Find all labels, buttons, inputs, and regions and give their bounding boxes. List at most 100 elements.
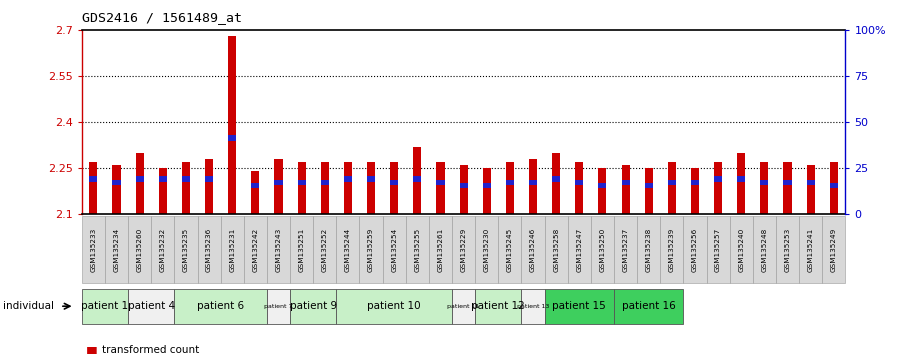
Text: patient 12: patient 12 xyxy=(472,301,525,311)
Text: GSM135256: GSM135256 xyxy=(692,227,698,272)
Bar xyxy=(251,183,259,188)
Bar xyxy=(691,179,699,185)
Bar xyxy=(552,153,560,214)
Text: patient 9: patient 9 xyxy=(290,301,336,311)
Text: GSM135235: GSM135235 xyxy=(183,227,189,272)
Bar xyxy=(830,162,838,214)
Text: patient 4: patient 4 xyxy=(127,301,175,311)
Bar xyxy=(505,179,514,185)
Text: patient 7: patient 7 xyxy=(265,304,293,309)
Bar xyxy=(806,165,814,214)
Text: individual: individual xyxy=(3,301,54,311)
Text: GSM135243: GSM135243 xyxy=(275,227,282,272)
Bar xyxy=(344,162,352,214)
Bar xyxy=(622,165,630,214)
Bar xyxy=(182,162,190,214)
Text: GSM135251: GSM135251 xyxy=(299,227,305,272)
Bar xyxy=(760,179,768,185)
Text: GSM135238: GSM135238 xyxy=(645,227,652,272)
Bar xyxy=(414,147,422,214)
Text: GSM135244: GSM135244 xyxy=(345,227,351,272)
Text: GSM135239: GSM135239 xyxy=(669,227,674,272)
Text: GSM135229: GSM135229 xyxy=(461,227,466,272)
Text: patient 15: patient 15 xyxy=(553,301,606,311)
Bar xyxy=(529,159,537,214)
Text: GSM135240: GSM135240 xyxy=(738,227,744,272)
Bar xyxy=(89,176,97,182)
Text: GSM135253: GSM135253 xyxy=(784,227,791,272)
Bar xyxy=(159,168,167,214)
Bar xyxy=(297,179,305,185)
Bar xyxy=(598,183,606,188)
Bar xyxy=(668,162,676,214)
Bar xyxy=(390,179,398,185)
Text: GSM135232: GSM135232 xyxy=(160,227,165,272)
Bar xyxy=(182,176,190,182)
Text: GSM135261: GSM135261 xyxy=(437,227,444,272)
Text: GSM135248: GSM135248 xyxy=(762,227,767,272)
Text: GSM135255: GSM135255 xyxy=(415,227,420,272)
Bar xyxy=(344,176,352,182)
Text: GSM135260: GSM135260 xyxy=(136,227,143,272)
Text: GSM135233: GSM135233 xyxy=(90,227,96,272)
Bar xyxy=(737,176,745,182)
Text: GDS2416 / 1561489_at: GDS2416 / 1561489_at xyxy=(82,11,242,24)
Bar xyxy=(251,171,259,214)
Bar xyxy=(714,176,722,182)
Bar xyxy=(297,162,305,214)
Text: patient 6: patient 6 xyxy=(197,301,245,311)
Bar xyxy=(321,162,329,214)
Bar xyxy=(205,176,213,182)
Text: GSM135230: GSM135230 xyxy=(484,227,490,272)
Bar xyxy=(436,179,445,185)
Text: GSM135242: GSM135242 xyxy=(253,227,258,272)
Bar xyxy=(321,179,329,185)
Bar xyxy=(806,179,814,185)
Text: GSM135259: GSM135259 xyxy=(368,227,374,272)
Bar xyxy=(390,162,398,214)
Bar xyxy=(135,176,144,182)
Bar xyxy=(737,153,745,214)
Text: ■: ■ xyxy=(86,344,98,354)
Bar xyxy=(113,165,121,214)
Bar xyxy=(414,176,422,182)
Bar xyxy=(367,162,375,214)
Text: GSM135249: GSM135249 xyxy=(831,227,837,272)
Bar xyxy=(483,183,491,188)
Text: patient 13: patient 13 xyxy=(517,304,549,309)
Bar xyxy=(784,162,792,214)
Bar xyxy=(135,153,144,214)
Bar xyxy=(830,183,838,188)
Bar xyxy=(367,176,375,182)
Text: patient 16: patient 16 xyxy=(622,301,675,311)
Bar xyxy=(760,162,768,214)
Bar xyxy=(483,168,491,214)
Text: GSM135258: GSM135258 xyxy=(554,227,559,272)
Bar xyxy=(275,179,283,185)
Bar xyxy=(668,179,676,185)
Bar xyxy=(460,183,467,188)
Bar xyxy=(505,162,514,214)
Text: GSM135231: GSM135231 xyxy=(229,227,235,272)
Text: GSM135257: GSM135257 xyxy=(715,227,721,272)
Bar xyxy=(275,159,283,214)
Bar xyxy=(89,162,97,214)
Text: GSM135247: GSM135247 xyxy=(576,227,583,272)
Bar xyxy=(784,179,792,185)
Bar xyxy=(622,179,630,185)
Bar xyxy=(598,168,606,214)
Bar xyxy=(460,165,467,214)
Bar xyxy=(113,179,121,185)
Text: GSM135246: GSM135246 xyxy=(530,227,536,272)
Text: patient 1: patient 1 xyxy=(82,301,128,311)
Text: GSM135234: GSM135234 xyxy=(114,227,119,272)
Bar xyxy=(529,179,537,185)
Bar xyxy=(644,183,653,188)
Text: GSM135254: GSM135254 xyxy=(391,227,397,272)
Bar xyxy=(552,176,560,182)
Bar xyxy=(575,179,584,185)
Bar xyxy=(205,159,213,214)
Bar xyxy=(644,168,653,214)
Text: GSM135241: GSM135241 xyxy=(808,227,814,272)
Text: GSM135250: GSM135250 xyxy=(599,227,605,272)
